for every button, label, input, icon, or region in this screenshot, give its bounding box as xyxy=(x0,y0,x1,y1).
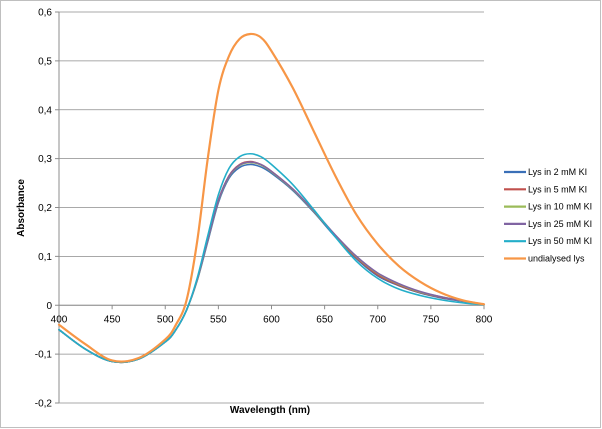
tick-labels: -0,2 -0,1 0 0,1 0,2 0,3 0,4 0,5 0,6 400 450 500 550 6… xyxy=(35,8,493,410)
x-tick-label: 400 xyxy=(51,314,68,325)
legend-label-2: Lys in 5 mM KI xyxy=(528,184,587,194)
x-tick-label: 700 xyxy=(369,314,386,325)
x-tick-label: 500 xyxy=(157,314,174,325)
y-tick-label: 0 xyxy=(46,301,52,312)
legend: Lys in 2 mM KI Lys in 5 mM KI Lys in 10 mM… xyxy=(504,167,592,264)
series-line-1 xyxy=(58,163,485,364)
series-line-4 xyxy=(58,161,485,364)
y-tick-label: -0,2 xyxy=(35,399,53,410)
y-axis-title: Absorbance xyxy=(16,179,27,237)
y-tick-label: 0,3 xyxy=(38,154,52,165)
legend-label-5: Lys in 50 mM KI xyxy=(528,236,592,246)
x-tick-label: 600 xyxy=(263,314,280,325)
gridlines xyxy=(59,11,484,404)
axes xyxy=(55,11,485,404)
series-line-6 xyxy=(57,32,486,363)
y-tick-label: -0,1 xyxy=(35,350,53,361)
x-tick-label: 450 xyxy=(104,314,121,325)
y-tick-label: 0,1 xyxy=(38,252,52,263)
series-line-2 xyxy=(58,160,485,364)
x-axis-title: Wavelength (nm) xyxy=(230,405,310,416)
y-tick-label: 0,2 xyxy=(38,203,52,214)
legend-label-6: undialysed lys xyxy=(528,254,585,264)
series-line-5 xyxy=(58,152,485,364)
y-tick-label: 0,4 xyxy=(38,105,52,116)
x-tick-label: 650 xyxy=(316,314,333,325)
series-lines xyxy=(57,32,486,364)
x-tick-label: 750 xyxy=(423,314,440,325)
legend-label-1: Lys in 2 mM KI xyxy=(528,167,587,177)
legend-label-4: Lys in 25 mM KI xyxy=(528,219,592,229)
series-line-3 xyxy=(58,161,485,364)
x-tick-label: 550 xyxy=(210,314,227,325)
x-tick-label: 800 xyxy=(476,314,493,325)
y-tick-label: 0,6 xyxy=(38,8,52,19)
legend-label-3: Lys in 10 mM KI xyxy=(528,202,592,212)
y-tick-label: 0,5 xyxy=(38,56,52,67)
